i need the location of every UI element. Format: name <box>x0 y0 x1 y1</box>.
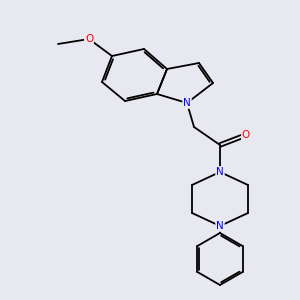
Text: N: N <box>216 167 224 177</box>
Text: N: N <box>216 221 224 231</box>
Text: O: O <box>85 34 93 44</box>
Text: N: N <box>183 98 191 108</box>
Text: O: O <box>242 130 250 140</box>
